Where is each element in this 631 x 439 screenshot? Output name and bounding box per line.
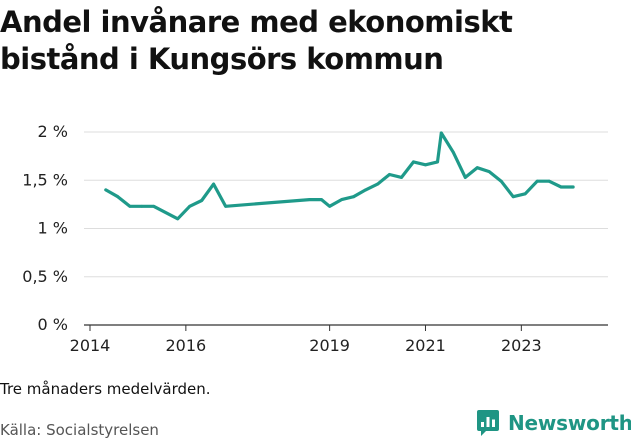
data-point	[535, 179, 539, 183]
series-line	[104, 131, 575, 221]
chart-note: Tre månaders medelvärden.	[0, 380, 211, 398]
data-point	[487, 170, 491, 174]
data-point	[424, 163, 427, 167]
data-point	[200, 199, 204, 202]
data-point	[188, 204, 192, 208]
data-point	[104, 188, 108, 192]
y-tick-label: 1 %	[38, 219, 68, 238]
data-point	[212, 182, 216, 186]
x-tick-label: 2023	[501, 336, 542, 355]
x-axis: 2014 2016 2019 2021 2023	[70, 325, 542, 355]
y-tick-label: 1,5 %	[22, 170, 68, 189]
brand-name: Newsworthy	[508, 411, 631, 435]
series-layer	[104, 131, 575, 221]
data-point	[511, 195, 515, 199]
data-point	[400, 176, 403, 179]
data-point	[152, 204, 156, 208]
x-tick-label: 2019	[309, 336, 350, 355]
data-point	[523, 192, 527, 196]
data-point	[475, 166, 479, 170]
data-point	[320, 198, 323, 202]
y-tick-label: 0 %	[38, 315, 68, 334]
source-text: Källa: Socialstyrelsen	[0, 421, 159, 439]
data-point	[412, 160, 415, 164]
data-point	[439, 131, 443, 135]
data-point	[364, 188, 367, 192]
data-point	[388, 173, 391, 176]
data-point	[451, 150, 455, 154]
brand-logo: Newsworthy	[476, 409, 631, 437]
data-point	[352, 195, 355, 199]
bar-chart-speech-bubble-icon	[477, 410, 499, 436]
y-tick-label: 2 %	[38, 122, 68, 141]
y-axis-labels: 0 % 0,5 % 1 % 1,5 % 2 %	[22, 122, 68, 334]
data-point	[308, 198, 311, 202]
data-point	[224, 204, 228, 208]
data-point	[559, 185, 563, 189]
data-point	[463, 176, 467, 179]
data-point	[176, 217, 180, 221]
data-point	[499, 179, 503, 183]
data-point	[547, 179, 551, 183]
gridlines	[84, 131, 608, 326]
data-point	[436, 160, 439, 164]
x-tick-label: 2016	[165, 336, 206, 355]
chart-title: Andel invånare med ekonomiskt bistånd i …	[0, 5, 513, 76]
data-point	[340, 198, 343, 202]
x-tick-label: 2014	[70, 336, 111, 355]
y-tick-label: 0,5 %	[22, 267, 68, 286]
data-point	[128, 204, 132, 208]
data-point	[376, 182, 379, 186]
data-point	[571, 185, 575, 189]
data-point	[140, 204, 144, 208]
data-point	[328, 204, 331, 208]
data-point	[116, 195, 120, 199]
x-tick-label: 2021	[405, 336, 446, 355]
